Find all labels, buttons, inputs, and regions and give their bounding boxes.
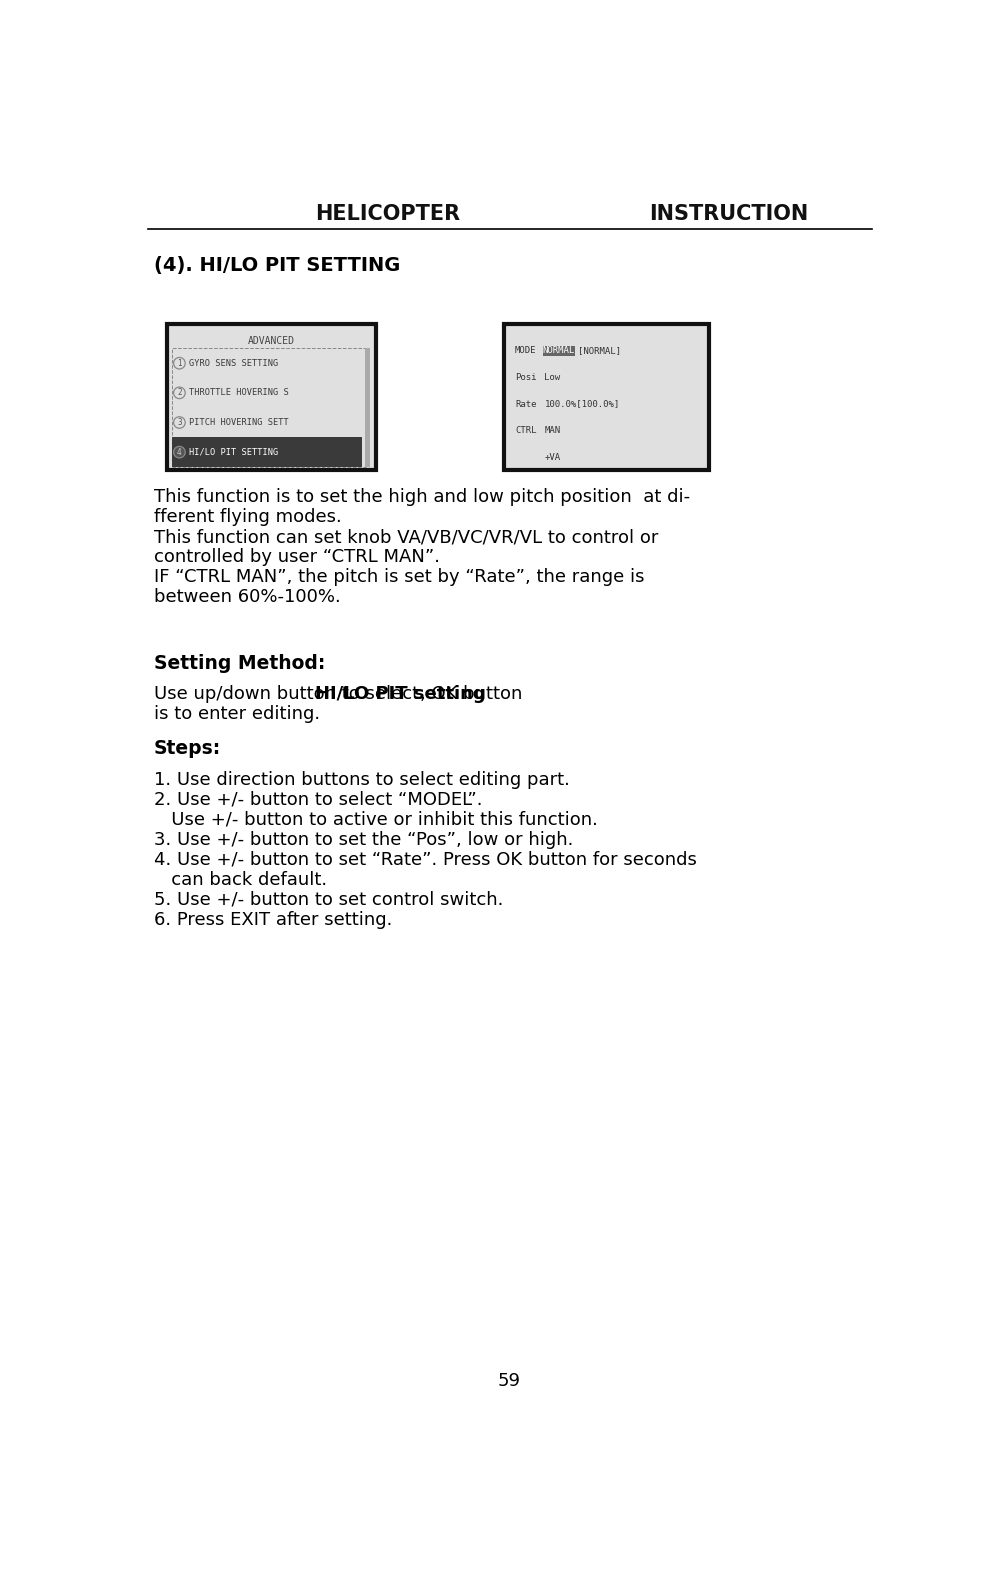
Text: controlled by user “CTRL MAN”.: controlled by user “CTRL MAN”.: [154, 548, 439, 565]
Text: 3. Use +/- button to set the “Pos”, low or high.: 3. Use +/- button to set the “Pos”, low …: [154, 830, 573, 849]
Text: Low: Low: [544, 373, 560, 383]
Text: 3: 3: [177, 417, 182, 427]
Bar: [167, 324, 376, 469]
Text: Use +/- button to active or inhibit this function.: Use +/- button to active or inhibit this…: [154, 811, 597, 828]
Text: 100.0%[100.0%]: 100.0%[100.0%]: [544, 400, 619, 408]
Text: Setting Method:: Setting Method:: [154, 654, 325, 673]
Text: 1: 1: [177, 359, 182, 367]
Text: can back default.: can back default.: [154, 871, 327, 888]
Text: ADVANCED: ADVANCED: [248, 335, 295, 345]
Bar: [172, 438, 362, 466]
Text: is to enter editing.: is to enter editing.: [154, 706, 320, 723]
Text: CTRL: CTRL: [515, 427, 536, 435]
Text: GYRO SENS SETTING: GYRO SENS SETTING: [189, 359, 277, 367]
Text: 1. Use direction buttons to select editing part.: 1. Use direction buttons to select editi…: [154, 770, 570, 789]
Circle shape: [173, 417, 185, 428]
Text: 5. Use +/- button to set control switch.: 5. Use +/- button to set control switch.: [154, 891, 503, 909]
Text: 6. Press EXIT after setting.: 6. Press EXIT after setting.: [154, 910, 392, 929]
Circle shape: [173, 446, 185, 458]
Text: This function is to set the high and low pitch position  at di-: This function is to set the high and low…: [154, 488, 689, 506]
Text: 59: 59: [498, 1372, 521, 1391]
Text: 4: 4: [177, 447, 182, 457]
Text: HI/LO PIT SETTING: HI/LO PIT SETTING: [189, 447, 277, 457]
Bar: [504, 324, 709, 469]
Text: INSTRUCTION: INSTRUCTION: [649, 203, 808, 224]
Text: This function can set knob VA/VB/VC/VR/VL to control or: This function can set knob VA/VB/VC/VR/V…: [154, 528, 658, 547]
Text: Steps:: Steps:: [154, 739, 221, 758]
Bar: [543, 345, 575, 356]
Bar: [365, 348, 370, 466]
Text: THROTTLE HOVERING S: THROTTLE HOVERING S: [189, 389, 288, 397]
Text: +VA: +VA: [544, 452, 560, 461]
Text: , OK button: , OK button: [419, 685, 522, 702]
Text: IF “CTRL MAN”, the pitch is set by “Rate”, the range is: IF “CTRL MAN”, the pitch is set by “Rate…: [154, 569, 644, 586]
Text: MAN: MAN: [544, 427, 560, 435]
Text: HI/LO PIT setting: HI/LO PIT setting: [314, 685, 485, 702]
Text: fferent flying modes.: fferent flying modes.: [154, 509, 341, 526]
Text: between 60%-100%.: between 60%-100%.: [154, 587, 340, 606]
Text: PITCH HOVERING SETT: PITCH HOVERING SETT: [189, 417, 288, 427]
Bar: [172, 348, 367, 466]
Text: Use up/down button to select: Use up/down button to select: [154, 685, 424, 702]
Circle shape: [173, 358, 185, 369]
Text: MODE: MODE: [515, 346, 536, 356]
Text: 2: 2: [177, 389, 182, 397]
Text: Rate: Rate: [515, 400, 536, 408]
Text: 4. Use +/- button to set “Rate”. Press OK button for seconds: 4. Use +/- button to set “Rate”. Press O…: [154, 850, 696, 869]
Text: HELICOPTER: HELICOPTER: [315, 203, 460, 224]
Text: [NORMAL]: [NORMAL]: [578, 346, 620, 356]
Text: 2. Use +/- button to select “MODEL”.: 2. Use +/- button to select “MODEL”.: [154, 791, 482, 808]
Circle shape: [173, 387, 185, 398]
Text: (4). HI/LO PIT SETTING: (4). HI/LO PIT SETTING: [154, 257, 400, 276]
Text: Posi: Posi: [515, 373, 536, 383]
Text: NORMAL: NORMAL: [542, 346, 575, 356]
